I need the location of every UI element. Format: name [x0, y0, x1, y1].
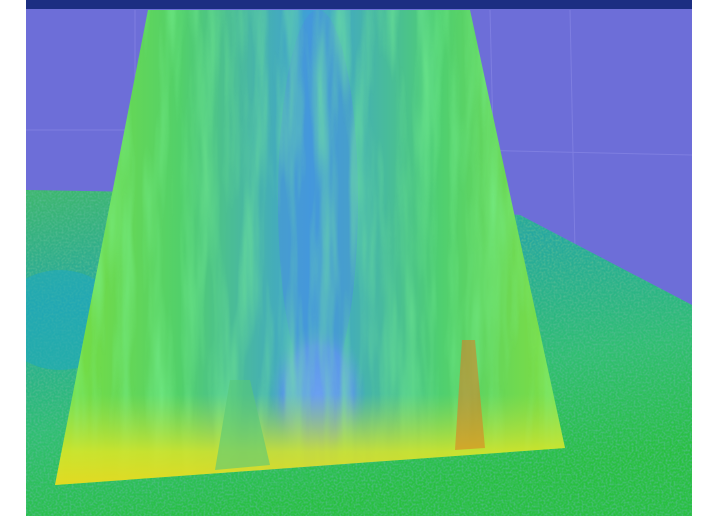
viewport — [26, 0, 692, 516]
title-bar — [26, 0, 692, 9]
water-column-fan — [55, 10, 565, 485]
